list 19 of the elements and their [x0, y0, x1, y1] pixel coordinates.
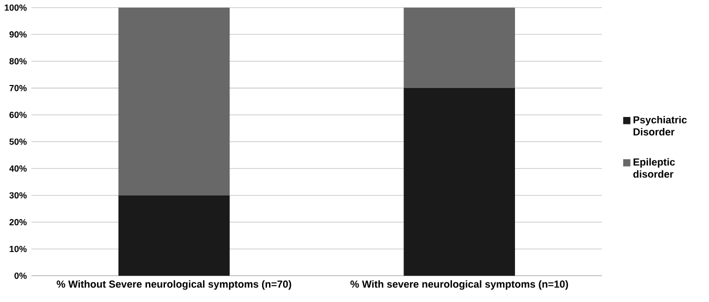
- y-tick-label: 80%: [9, 58, 27, 64]
- x-tick-label: % Without Severe neurological symptoms (n=70): [56, 280, 292, 290]
- y-tick-label: 20%: [9, 218, 27, 226]
- y-tick-label: 90%: [9, 31, 27, 38]
- legend-label: Psychiatric Disorder: [634, 116, 687, 136]
- bar: [404, 88, 515, 276]
- x-tick-label: % With severe neurological symptoms (n=10): [350, 280, 568, 290]
- y-tick-label: 40%: [9, 165, 27, 172]
- legend-label: Epileptic disorder: [633, 158, 675, 178]
- y-tick-label: 10%: [10, 246, 27, 252]
- y-tick-label: 70%: [10, 84, 27, 91]
- y-tick-label: 60%: [9, 112, 27, 118]
- y-tick-label: 100%: [4, 4, 27, 11]
- bar: [118, 195, 230, 276]
- y-tick-label: 30%: [9, 192, 27, 198]
- bar: [118, 7, 230, 196]
- y-tick-label: 50%: [9, 138, 27, 145]
- y-tick-label: 0%: [14, 272, 27, 279]
- bar: [404, 7, 515, 88]
